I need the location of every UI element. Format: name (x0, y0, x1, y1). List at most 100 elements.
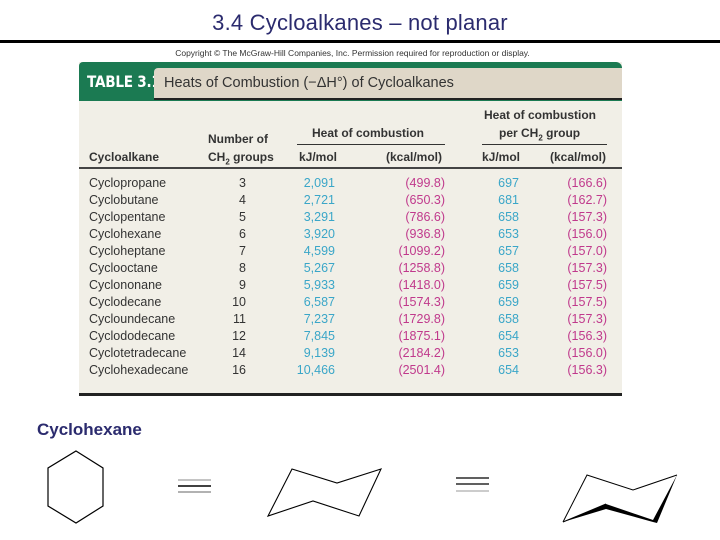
ch2-count: 4 (239, 193, 246, 207)
cycloalkane-name: Cycloundecane (89, 312, 176, 326)
table-row: Cyclododecane 12 7,845 (1875.1) 654 (156… (79, 329, 622, 346)
heat-per-ch2-kcal: (157.5) (567, 278, 607, 292)
heat-per-ch2-kcal: (162.7) (567, 193, 607, 207)
heat-kj: 10,466 (296, 363, 335, 377)
equivalence-symbol-icon (456, 477, 489, 492)
table-caption: Heats of Combustion (−ΔH°) of Cycloalkan… (164, 75, 454, 91)
cycloalkane-name: Cycloheptane (89, 244, 166, 258)
ch2-count: 6 (239, 227, 246, 241)
table-row: Cycloundecane 11 7,237 (1729.8) 658 (157… (79, 312, 622, 329)
heat-per-ch2-kcal: (157.3) (567, 312, 607, 326)
title-divider (0, 40, 720, 43)
cycloalkane-name: Cyclododecane (89, 329, 176, 343)
heat-per-ch2-kj: 657 (498, 244, 519, 258)
heat-kcal: (499.8) (405, 176, 445, 190)
heat-per-ch2-kcal: (156.0) (567, 227, 607, 241)
table-number-label: TABLE 3.1 (87, 72, 161, 91)
header-per-ch2-group: per CH2 group (499, 126, 581, 143)
heat-kj: 4,599 (303, 244, 335, 258)
table-row: Cycloheptane 7 4,599 (1099.2) 657 (157.0… (79, 244, 622, 261)
cycloalkane-name: Cyclononane (89, 278, 162, 292)
cycloalkane-name: Cyclopentane (89, 210, 166, 224)
ch2-count: 5 (239, 210, 246, 224)
heat-per-ch2-kj: 681 (498, 193, 519, 207)
cycloalkane-name: Cyclodecane (89, 295, 162, 309)
cycloalkane-name: Cyclotetradecane (89, 346, 187, 360)
ch2-count: 10 (232, 295, 246, 309)
heat-per-ch2-kcal: (156.3) (567, 329, 607, 343)
table-row: Cyclopropane 3 2,091 (499.8) 697 (166.6) (79, 176, 622, 193)
chair-conformation-icon (266, 468, 383, 517)
heat-per-ch2-kj: 658 (498, 312, 519, 326)
slide-title: 3.4 Cycloalkanes – not planar (212, 10, 508, 35)
heat-per-ch2-kj: 653 (498, 346, 519, 360)
heat-per-ch2-kj: 654 (498, 329, 519, 343)
heat-kj: 3,920 (303, 227, 335, 241)
table-row: Cyclotetradecane 14 9,139 (2184.2) 653 (… (79, 346, 622, 363)
heat-kcal: (1099.2) (398, 244, 445, 258)
cycloalkane-name: Cyclobutane (89, 193, 159, 207)
heat-kcal: (1258.8) (398, 261, 445, 275)
header-kcal-mol: (kcal/mol) (386, 150, 443, 164)
copyright-notice: Copyright © The McGraw-Hill Companies, I… (175, 48, 530, 58)
table-row: Cyclodecane 10 6,587 (1574.3) 659 (157.5… (79, 295, 622, 312)
cycloalkane-name: Cyclopropane (89, 176, 167, 190)
heat-kcal: (786.6) (405, 210, 445, 224)
heat-kcal: (1574.3) (398, 295, 445, 309)
heat-per-ch2-kcal: (157.0) (567, 244, 607, 258)
ch2-count: 9 (239, 278, 246, 292)
heat-per-ch2-kcal: (166.6) (567, 176, 607, 190)
heat-kcal: (1729.8) (398, 312, 445, 326)
chair-wedge-conformation-icon (562, 474, 678, 523)
heat-per-ch2-kj: 654 (498, 363, 519, 377)
heat-kj: 6,587 (303, 295, 335, 309)
header-kcal-mol-per-ch2: (kcal/mol) (550, 150, 607, 164)
heat-per-ch2-kcal: (157.3) (567, 261, 607, 275)
heat-kcal: (650.3) (405, 193, 445, 207)
cyclohexane-label: Cyclohexane (37, 420, 142, 439)
table-row: Cyclobutane 4 2,721 (650.3) 681 (162.7) (79, 193, 622, 210)
heat-per-ch2-kcal: (156.3) (567, 363, 607, 377)
heat-kcal: (936.8) (405, 227, 445, 241)
heat-per-ch2-kj: 659 (498, 295, 519, 309)
heat-kj: 5,933 (303, 278, 335, 292)
header-group-rule-per-ch2 (482, 144, 607, 145)
header-heat-of-combustion: Heat of combustion (312, 126, 425, 140)
table-row: Cyclohexane 6 3,920 (936.8) 653 (156.0) (79, 227, 622, 244)
header-group-rule (297, 144, 445, 145)
heat-kcal: (1418.0) (398, 278, 445, 292)
equivalence-symbol-icon (178, 479, 211, 493)
table-header-bar: TABLE 3.1 Heats of Combustion (−ΔH°) of … (79, 62, 622, 101)
cycloalkane-name: Cyclohexane (89, 227, 162, 241)
ch2-count: 14 (232, 346, 246, 360)
header-cycloalkane: Cycloalkane (89, 150, 160, 164)
table-row: Cyclononane 9 5,933 (1418.0) 659 (157.5) (79, 278, 622, 295)
heat-per-ch2-kcal: (156.0) (567, 346, 607, 360)
ch2-count: 11 (233, 312, 246, 326)
table-row: Cyclohexadecane 16 10,466 (2501.4) 654 (… (79, 363, 622, 380)
header-ch2-groups: CH2 groups (208, 150, 274, 167)
heat-per-ch2-kj: 658 (498, 261, 519, 275)
table-bottom-rule (79, 393, 622, 396)
header-kj-mol-per-ch2: kJ/mol (482, 150, 521, 164)
ch2-count: 8 (239, 261, 246, 275)
ch2-count: 16 (232, 363, 246, 377)
cycloalkane-name: Cyclohexadecane (89, 363, 189, 377)
ch2-count: 7 (239, 244, 246, 258)
heat-kj: 7,237 (303, 312, 335, 326)
header-bottom-rule (79, 167, 622, 169)
heat-per-ch2-kj: 697 (498, 176, 519, 190)
header-heat-per-ch2-line1: Heat of combustion (484, 108, 597, 122)
heat-kj: 3,291 (303, 210, 335, 224)
ch2-count: 3 (239, 176, 246, 190)
heat-kcal: (2184.2) (398, 346, 445, 360)
table-row: Cyclooctane 8 5,267 (1258.8) 658 (157.3) (79, 261, 622, 278)
heat-kcal: (1875.1) (398, 329, 445, 343)
heat-per-ch2-kj: 653 (498, 227, 519, 241)
heat-per-ch2-kj: 659 (498, 278, 519, 292)
header-kj-mol: kJ/mol (299, 150, 338, 164)
heat-kj: 5,267 (303, 261, 335, 275)
heats-of-combustion-table: TABLE 3.1 Heats of Combustion (−ΔH°) of … (79, 62, 622, 396)
heat-kj: 9,139 (303, 346, 335, 360)
heat-kcal: (2501.4) (398, 363, 445, 377)
